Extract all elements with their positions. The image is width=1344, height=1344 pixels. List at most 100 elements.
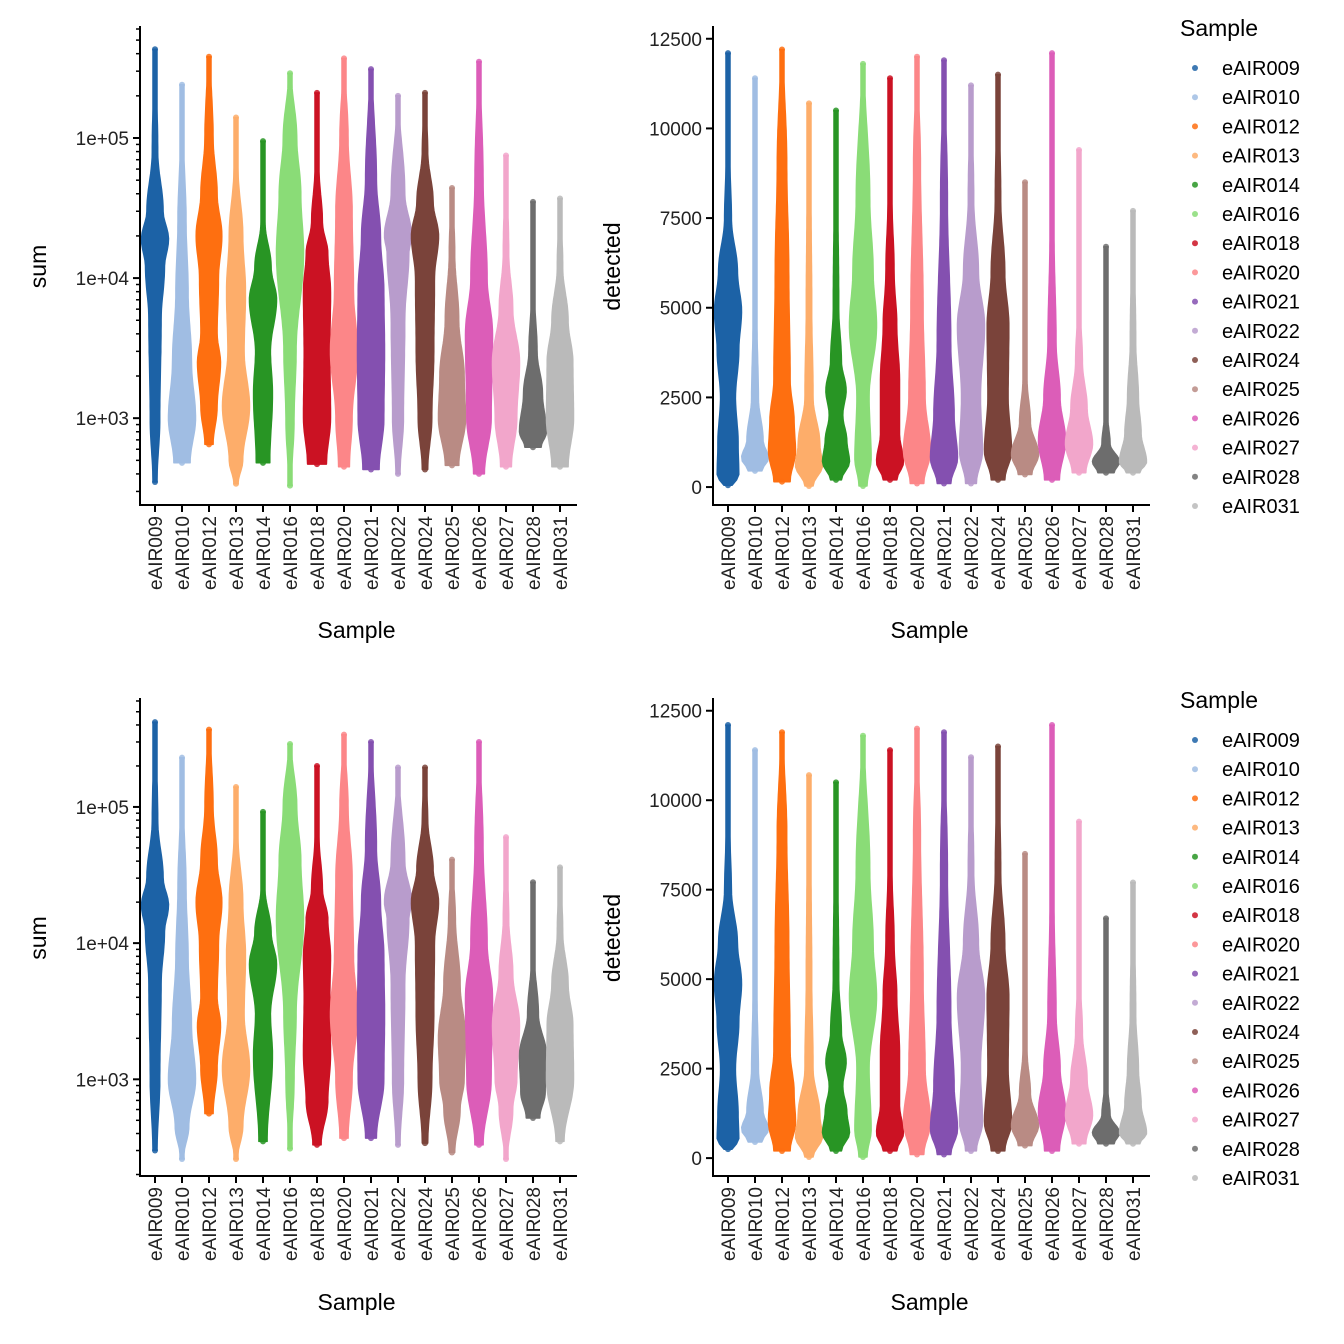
violin-body	[410, 92, 440, 471]
x-tick-label: eAIR012	[200, 1187, 221, 1261]
violin-eAIR021	[929, 729, 959, 1158]
violin-eAIR025	[437, 856, 467, 1156]
x-tick-label: eAIR013	[800, 1187, 821, 1261]
max-point	[995, 743, 1001, 750]
violin-eAIR027	[1064, 146, 1094, 476]
min-point	[395, 470, 401, 477]
min-point	[476, 1141, 482, 1148]
y-tick-label: 7500	[660, 881, 702, 902]
violin-eAIR018	[875, 75, 905, 483]
violin-eAIR014	[821, 107, 851, 483]
panel-2: 0 2500 5000 7500 10000 12500 eAIR009 eAIR010 eAI…	[599, 26, 1150, 643]
violin-body	[929, 731, 959, 1156]
max-point	[530, 879, 536, 886]
min-point	[206, 1110, 212, 1117]
x-tick-label: eAIR012	[773, 1187, 794, 1261]
legend-key-dot	[1192, 853, 1198, 860]
y-tick-label: 1e+05	[76, 129, 129, 150]
max-point	[833, 107, 839, 114]
violin-eAIR026	[1037, 50, 1067, 483]
x-tick-label: eAIR026	[1043, 516, 1064, 590]
violin-eAIR012	[195, 53, 223, 448]
violin-body	[410, 766, 440, 1144]
panel-3: 1e+03 1e+04 1e+05 eAIR009 eAIR010 eAIR012 eAIR…	[25, 698, 577, 1315]
min-point	[179, 459, 185, 466]
min-point	[752, 1139, 758, 1145]
y-tick-label: 1e+04	[76, 269, 130, 290]
max-point	[1103, 915, 1109, 922]
legend-item: eAIR016	[1192, 204, 1300, 226]
x-axis-title: Sample	[891, 1289, 969, 1315]
x-tick-label: eAIR010	[173, 1187, 194, 1261]
max-point	[968, 82, 974, 89]
violin-body	[248, 140, 278, 464]
violin-eAIR022	[956, 82, 986, 487]
x-tick-label: eAIR020	[335, 1187, 356, 1261]
max-point	[779, 46, 785, 53]
violin-body	[437, 858, 467, 1154]
x-tick-label: eAIR026	[470, 516, 491, 590]
violin-body	[1091, 246, 1121, 474]
y-tick-label: 7500	[660, 209, 702, 230]
legend-label: eAIR031	[1222, 496, 1300, 518]
min-point	[941, 1151, 947, 1158]
violin-eAIR020	[329, 55, 359, 470]
legend-item: eAIR031	[1192, 496, 1300, 518]
legend-key-dot	[1192, 912, 1198, 919]
legend-key-dot	[1192, 1058, 1198, 1065]
min-point	[968, 480, 974, 487]
violin-eAIR020	[329, 731, 359, 1142]
legend-key-dot	[1192, 999, 1198, 1006]
legend-label: eAIR013	[1222, 146, 1300, 168]
legend-label: eAIR021	[1222, 292, 1300, 314]
violin-body	[437, 187, 467, 467]
max-point	[752, 75, 758, 82]
violin-body	[195, 56, 223, 446]
max-point	[779, 729, 785, 736]
violin-body	[383, 95, 413, 475]
x-tick-label: eAIR022	[389, 1187, 410, 1261]
violin-eAIR031	[545, 195, 575, 470]
x-tick-label: eAIR027	[1070, 1187, 1091, 1261]
max-point	[476, 738, 482, 745]
legend-item: eAIR022	[1192, 993, 1300, 1015]
min-point	[1049, 476, 1055, 483]
x-tick-label: eAIR021	[935, 1187, 956, 1261]
legend-key-dot	[1192, 941, 1198, 948]
violin-body	[1118, 881, 1148, 1145]
violin-eAIR026	[1037, 722, 1067, 1154]
x-tick-label: eAIR016	[281, 1187, 302, 1261]
legend-key-dot	[1192, 1175, 1198, 1181]
legend-item: eAIR027	[1192, 1110, 1300, 1132]
violin-eAIR028	[518, 879, 548, 1121]
violin-eAIR016	[848, 60, 878, 489]
violin-eAIR016	[275, 70, 305, 489]
max-point	[449, 184, 455, 191]
x-tick-label: eAIR031	[551, 516, 572, 590]
min-point	[557, 463, 563, 470]
x-tick-label: eAIR026	[470, 1187, 491, 1261]
violin-body	[221, 116, 251, 485]
violin-eAIR016	[848, 732, 878, 1161]
legend-label: eAIR018	[1222, 905, 1300, 927]
violin-eAIR018	[302, 762, 332, 1148]
legend-item: eAIR024	[1192, 350, 1300, 372]
legend-item: eAIR028	[1192, 1139, 1300, 1161]
x-tick-label: eAIR021	[362, 516, 383, 590]
legend-key-dot	[1192, 211, 1198, 217]
legend-key-dot	[1192, 123, 1198, 130]
x-tick-label: eAIR014	[254, 516, 275, 590]
legend-key-dot	[1192, 415, 1198, 422]
violin-body	[983, 745, 1013, 1152]
legend-item: eAIR016	[1192, 876, 1300, 898]
x-tick-label: eAIR024	[416, 516, 437, 590]
legend-item: eAIR027	[1192, 438, 1300, 460]
x-tick-label: eAIR028	[524, 516, 545, 590]
max-point	[530, 198, 536, 205]
max-point	[179, 754, 185, 761]
min-point	[449, 462, 455, 469]
max-point	[233, 784, 239, 791]
min-point	[530, 444, 536, 451]
violin-eAIR012	[767, 46, 797, 485]
max-point	[1076, 146, 1082, 153]
